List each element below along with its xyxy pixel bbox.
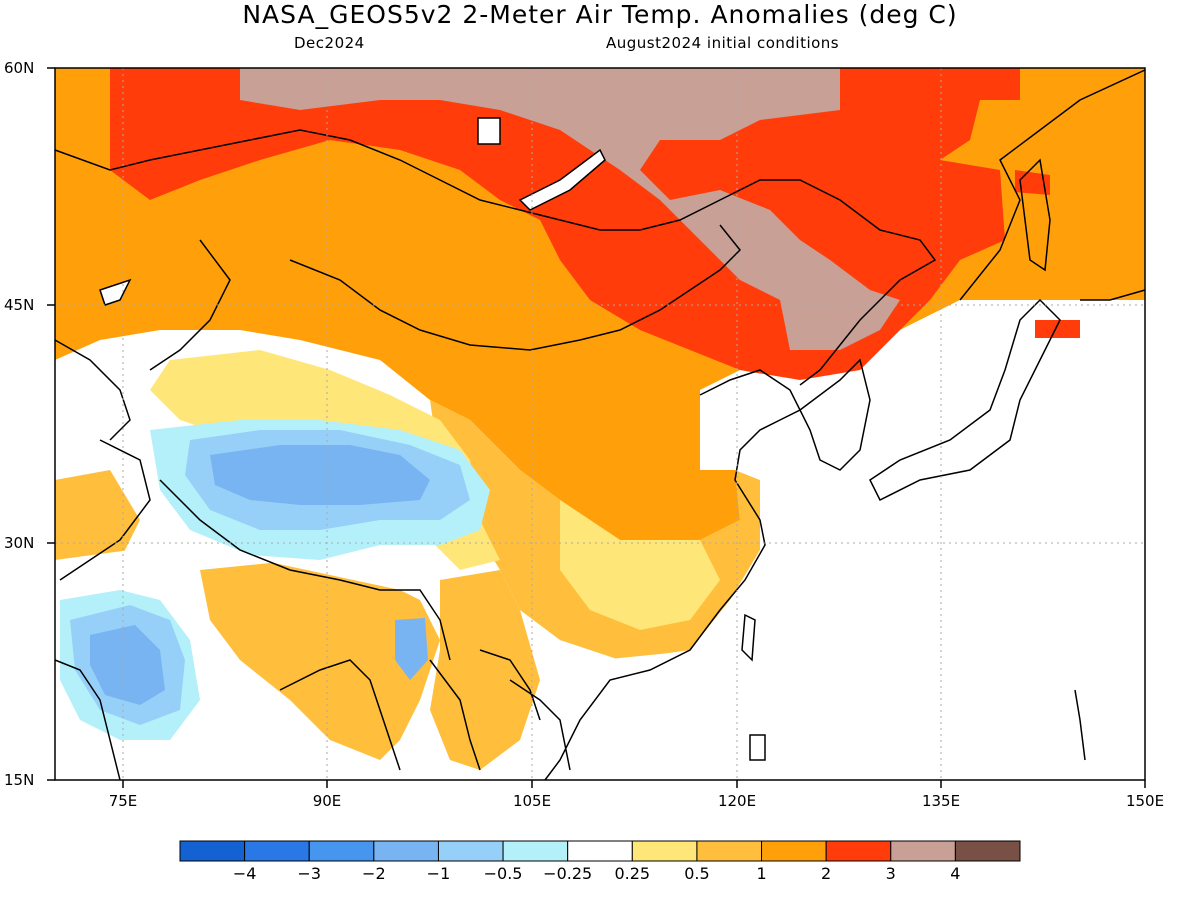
colorbar-swatch [825, 840, 892, 862]
coastline-russian-far-east [959, 69, 1146, 301]
colorbar [179, 840, 1021, 862]
coastline-kamchatka [1080, 289, 1146, 301]
colorbar-label: −0.5 [483, 864, 523, 883]
map-title: NASA_GEOS5v2 2-Meter Air Temp. Anomalies… [242, 0, 958, 29]
lake-khovsgol [477, 117, 501, 145]
coastlines [54, 69, 1146, 781]
colorbar-label: 2 [821, 864, 832, 883]
anomaly-region-05-1-d [430, 570, 540, 770]
coastline-taiwan [741, 613, 756, 662]
lat-label-15n: 15N [4, 771, 35, 789]
anomaly-region-3-4 [240, 68, 900, 350]
border-kazakhstan-china [149, 239, 231, 371]
anomaly-region-neg1-c [395, 618, 428, 680]
colorbar-swatch [244, 840, 310, 862]
lake-baikal [518, 148, 606, 211]
colorbar-swatch [696, 840, 763, 862]
anomaly-region-025-05-b [560, 500, 720, 630]
colorbar-swatch [890, 840, 956, 862]
colorbar-swatch [567, 840, 633, 862]
colorbar-label: −0.25 [543, 864, 593, 883]
anomaly-region-2-3-b [1035, 320, 1080, 338]
border-himalaya [159, 479, 451, 661]
anomaly-region-neutral-c [560, 620, 1145, 780]
colorbar-swatch [308, 840, 375, 862]
colorbar-swatch [631, 840, 698, 862]
colorbar-swatch [373, 840, 439, 862]
coastline-korea [799, 358, 871, 471]
coastline-east-asia [544, 369, 802, 781]
anomaly-fill [55, 68, 1145, 780]
colorbar-swatch [502, 840, 569, 862]
colorbar-label: 0.5 [684, 864, 710, 883]
lat-label-30n: 30N [4, 534, 35, 552]
colorbar-label: −1 [426, 864, 451, 883]
lon-label-75e: 75E [108, 792, 138, 810]
lon-label-120e: 120E [717, 792, 757, 810]
colorbar-label: −3 [297, 864, 322, 883]
anomaly-region-neg1 [210, 445, 430, 505]
border-india-pakistan [59, 439, 151, 581]
border-mongolia-china [289, 224, 742, 351]
colorbar-swatch [179, 840, 246, 862]
colorbar-label: 4 [950, 864, 961, 883]
colorbar-swatch [437, 840, 504, 862]
valid-month: Dec2024 [294, 34, 365, 52]
coastline-india [54, 659, 121, 781]
coastline-philippines [749, 734, 766, 761]
anomaly-region-neutral-d [735, 300, 1145, 620]
border-myanmar-thailand [429, 659, 481, 771]
lon-label-90e: 90E [312, 792, 342, 810]
coastline-sakhalin [1019, 158, 1051, 272]
lon-label-150e: 150E [1125, 792, 1165, 810]
border-russia-mongolia-china [54, 129, 937, 386]
colorbar-label: 0.25 [614, 864, 651, 883]
coastline-japan [869, 298, 1061, 502]
lat-label-60n: 60N [4, 59, 35, 77]
initial-conditions: August2024 initial conditions [606, 34, 840, 52]
axis-ticks [47, 67, 1146, 788]
coastline-indochina [509, 679, 571, 771]
anomaly-region-neg1-b [90, 625, 165, 705]
lat-label-45n: 45N [4, 296, 35, 314]
border-central-asia [54, 339, 131, 441]
map-frame [54, 67, 1146, 781]
colorbar-swatch [954, 840, 1021, 862]
colorbar-label: 3 [885, 864, 896, 883]
lat-lon-grid [55, 68, 1145, 780]
colorbar-swatch [761, 840, 827, 862]
colorbar-label: 1 [756, 864, 767, 883]
country-borders [54, 129, 937, 771]
lakes [99, 117, 606, 306]
lon-label-135e: 135E [921, 792, 961, 810]
coastline-bay-of-bengal [279, 659, 401, 771]
lake-balkhash [99, 278, 132, 306]
colorbar-label: −4 [232, 864, 257, 883]
lon-label-105e: 105E [512, 792, 552, 810]
border-vietnam-laos [479, 649, 541, 721]
coastline-pacific-islands [1074, 689, 1086, 761]
colorbar-label: −2 [362, 864, 386, 883]
